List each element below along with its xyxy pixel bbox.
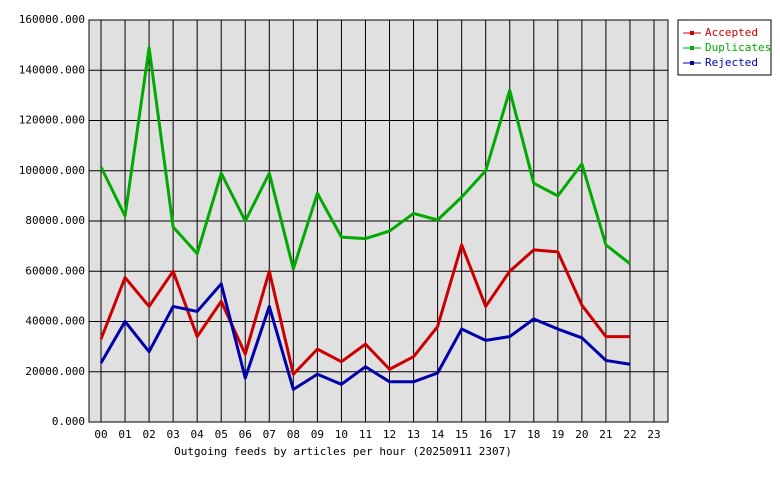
x-tick-label: 15 <box>455 428 468 441</box>
y-tick-label: 0.000 <box>52 415 85 428</box>
x-tick-label: 18 <box>527 428 540 441</box>
x-tick-label: 10 <box>335 428 348 441</box>
x-tick-label: 05 <box>215 428 228 441</box>
x-tick-label: 01 <box>118 428 131 441</box>
x-tick-label: 22 <box>623 428 636 441</box>
y-tick-label: 120000.000 <box>19 114 85 127</box>
x-tick-label: 00 <box>94 428 107 441</box>
x-tick-label: 09 <box>311 428 324 441</box>
y-tick-label: 160000.000 <box>19 13 85 26</box>
legend-marker <box>690 46 694 50</box>
legend-marker <box>690 31 694 35</box>
x-tick-label: 19 <box>551 428 564 441</box>
x-tick-label: 16 <box>479 428 492 441</box>
x-tick-label: 17 <box>503 428 516 441</box>
y-tick-label: 100000.000 <box>19 164 85 177</box>
x-tick-label: 08 <box>287 428 300 441</box>
x-tick-label: 04 <box>191 428 205 441</box>
x-tick-label: 07 <box>263 428 276 441</box>
y-tick-label: 40000.000 <box>25 315 85 328</box>
x-tick-label: 12 <box>383 428 396 441</box>
x-tick-label: 20 <box>575 428 588 441</box>
legend-label: Accepted <box>705 26 758 39</box>
x-tick-label: 02 <box>142 428 155 441</box>
series-line <box>99 46 631 271</box>
x-tick-label: 06 <box>239 428 252 441</box>
legend-marker <box>690 61 694 65</box>
y-tick-label: 80000.000 <box>25 214 85 227</box>
legend-label: Duplicates <box>705 41 771 54</box>
x-tick-label: 23 <box>647 428 660 441</box>
y-tick-label: 20000.000 <box>25 365 85 378</box>
y-tick-label: 140000.000 <box>19 63 85 76</box>
x-tick-label: 21 <box>599 428 612 441</box>
legend-label: Rejected <box>705 56 758 69</box>
x-tick-label: 03 <box>167 428 180 441</box>
x-tick-label: 11 <box>359 428 372 441</box>
x-tick-label: 13 <box>407 428 420 441</box>
y-tick-label: 60000.000 <box>25 264 85 277</box>
x-axis-title: Outgoing feeds by articles per hour (202… <box>174 445 512 458</box>
series-line <box>99 282 631 391</box>
series-line <box>99 243 630 376</box>
x-tick-label: 14 <box>431 428 445 441</box>
